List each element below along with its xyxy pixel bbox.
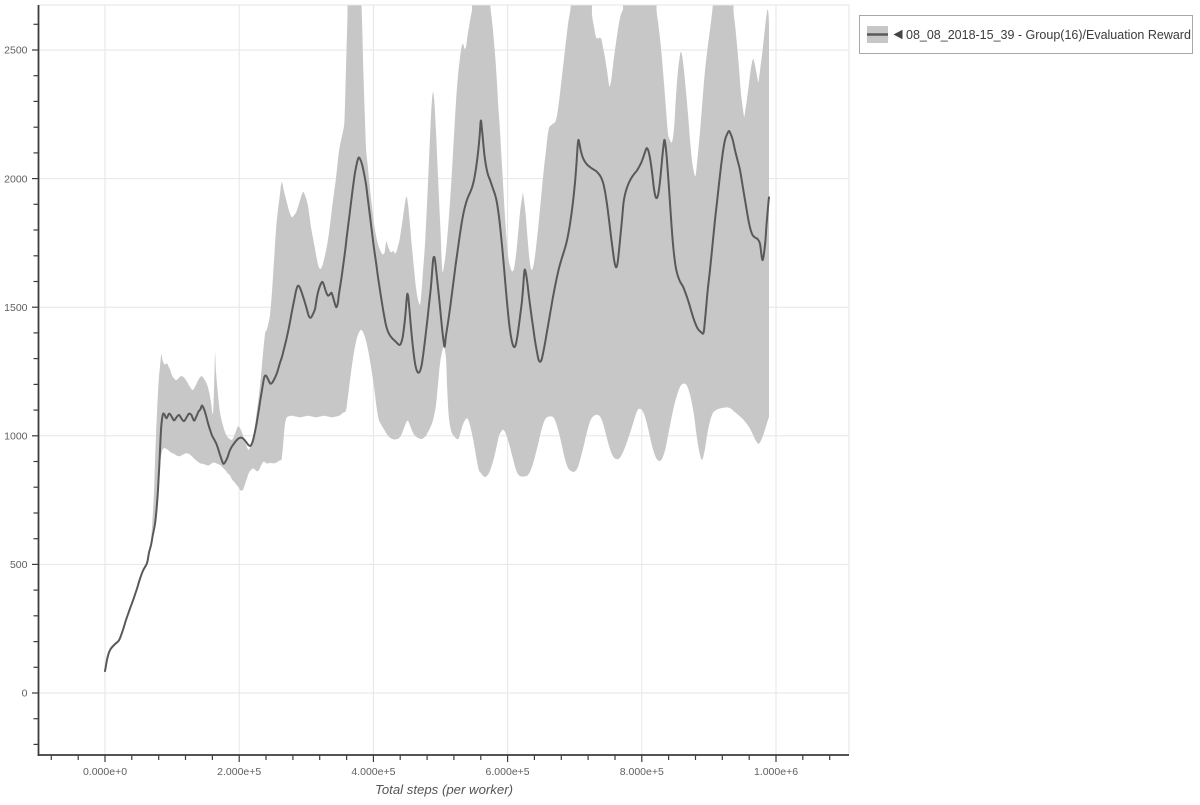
svg-text:4.000e+5: 4.000e+5	[351, 766, 395, 778]
svg-text:Total steps (per worker): Total steps (per worker)	[375, 782, 513, 797]
svg-text:1500: 1500	[4, 302, 28, 314]
svg-text:6.000e+5: 6.000e+5	[486, 766, 530, 778]
svg-text:0.000e+0: 0.000e+0	[83, 766, 127, 778]
svg-text:8.000e+5: 8.000e+5	[620, 766, 664, 778]
svg-text:2500: 2500	[4, 45, 28, 57]
svg-text:2000: 2000	[4, 173, 28, 185]
svg-text:500: 500	[10, 559, 28, 571]
svg-text:08_08_2018-15_39 - Group(16)/E: 08_08_2018-15_39 - Group(16)/Evaluation …	[906, 28, 1191, 42]
svg-text:1.000e+6: 1.000e+6	[754, 766, 798, 778]
svg-text:1000: 1000	[4, 431, 28, 443]
svg-text:2.000e+5: 2.000e+5	[217, 766, 261, 778]
svg-text:0: 0	[22, 688, 28, 700]
